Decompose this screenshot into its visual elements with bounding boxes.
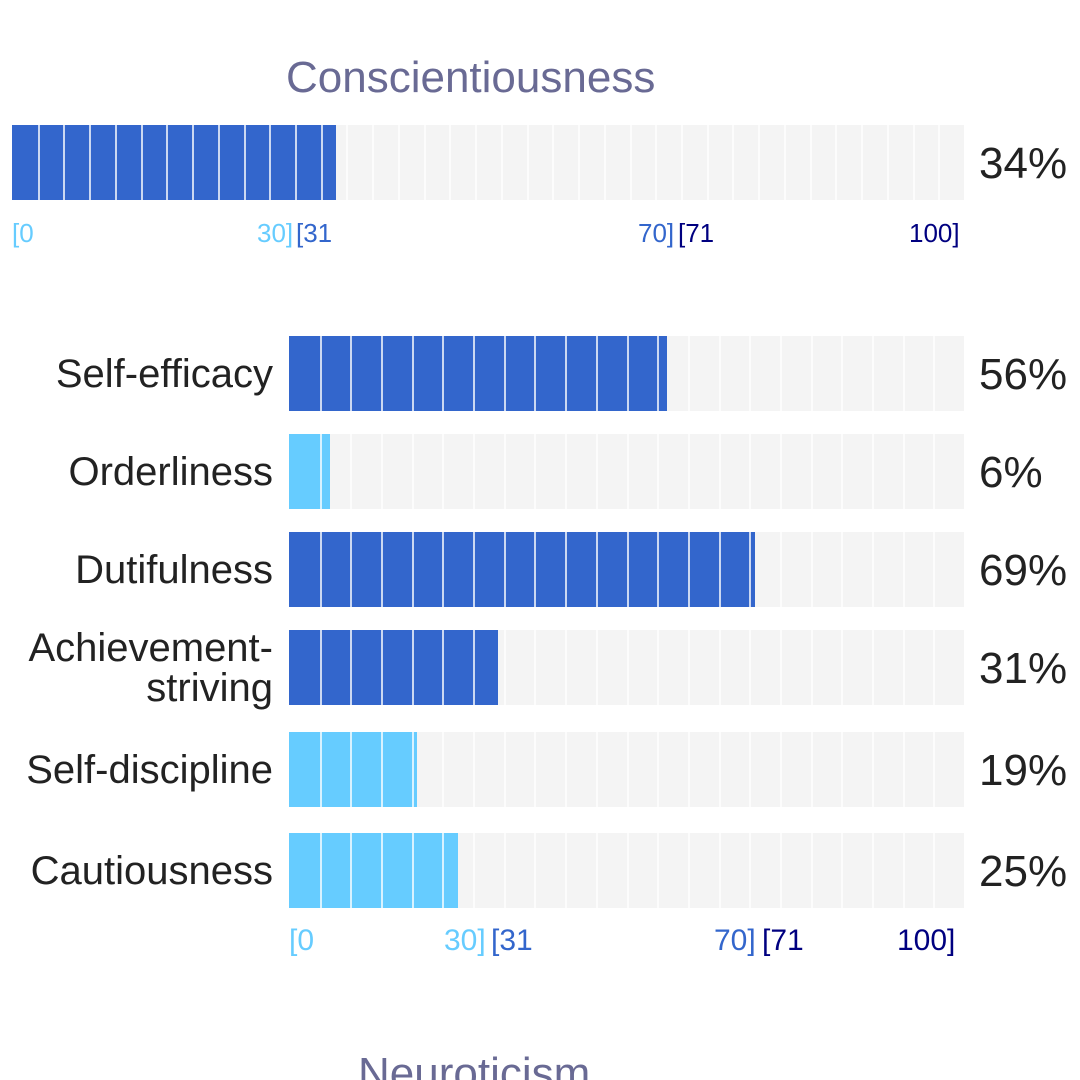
scale-high-end: 100] [909, 218, 960, 248]
scale-low-start: [0 [12, 218, 34, 248]
scale-mid-start: [31 [296, 218, 333, 248]
facet-label: Self-efficacy [55, 351, 273, 396]
domain-scale: [0 30] [31 70] [71 100] [12, 220, 964, 248]
domain-percent: 34% [979, 139, 1068, 188]
facet-bar-fill [289, 630, 499, 705]
facet-bar-fill [289, 336, 667, 411]
scale-low-start: [0 [289, 924, 315, 957]
scale-high-start: [71 [762, 924, 804, 957]
facet-label: Dutifulness [75, 547, 273, 592]
scale-mid-end: 70] [638, 218, 675, 248]
facet-scale: [0 30] [31 70] [71 100] [289, 926, 964, 958]
scale-high-end: 100] [897, 924, 956, 957]
scale-low-end: 30] [257, 218, 294, 248]
facet-percent: 31% [979, 644, 1068, 693]
facet-percent: 25% [979, 847, 1068, 896]
facet-bar [289, 630, 964, 705]
facet-bar [289, 532, 964, 607]
facet-percent: 69% [979, 546, 1068, 595]
facet-bar-fill [289, 434, 330, 509]
facet-bar [289, 732, 964, 807]
facet-bar [289, 833, 964, 908]
facet-percent: 6% [979, 448, 1043, 497]
scale-mid-end: 70] [714, 924, 756, 957]
facet-percent: 19% [979, 746, 1068, 795]
facet-percent: 56% [979, 350, 1068, 399]
facet-label: Orderliness [68, 449, 273, 494]
domain-bar-fill [12, 125, 336, 200]
domain-title: Conscientiousness [286, 53, 656, 102]
scale-mid-start: [31 [491, 924, 533, 957]
scale-low-end: 30] [444, 924, 486, 957]
facet-bar [289, 336, 964, 411]
facet-label: Self-discipline [26, 747, 273, 792]
facet-bar-fill [289, 732, 418, 807]
facet-bar-segments [289, 434, 964, 509]
scale-high-start: [71 [678, 218, 715, 248]
facet-bar-fill [289, 833, 458, 908]
domain-bar [12, 125, 964, 200]
next-domain-title: Neuroticism [358, 1049, 591, 1080]
facet-label: Achievement-striving [28, 625, 273, 710]
facet-bar-fill [289, 532, 755, 607]
facet-label: Cautiousness [30, 848, 273, 893]
facet-bar [289, 434, 964, 509]
